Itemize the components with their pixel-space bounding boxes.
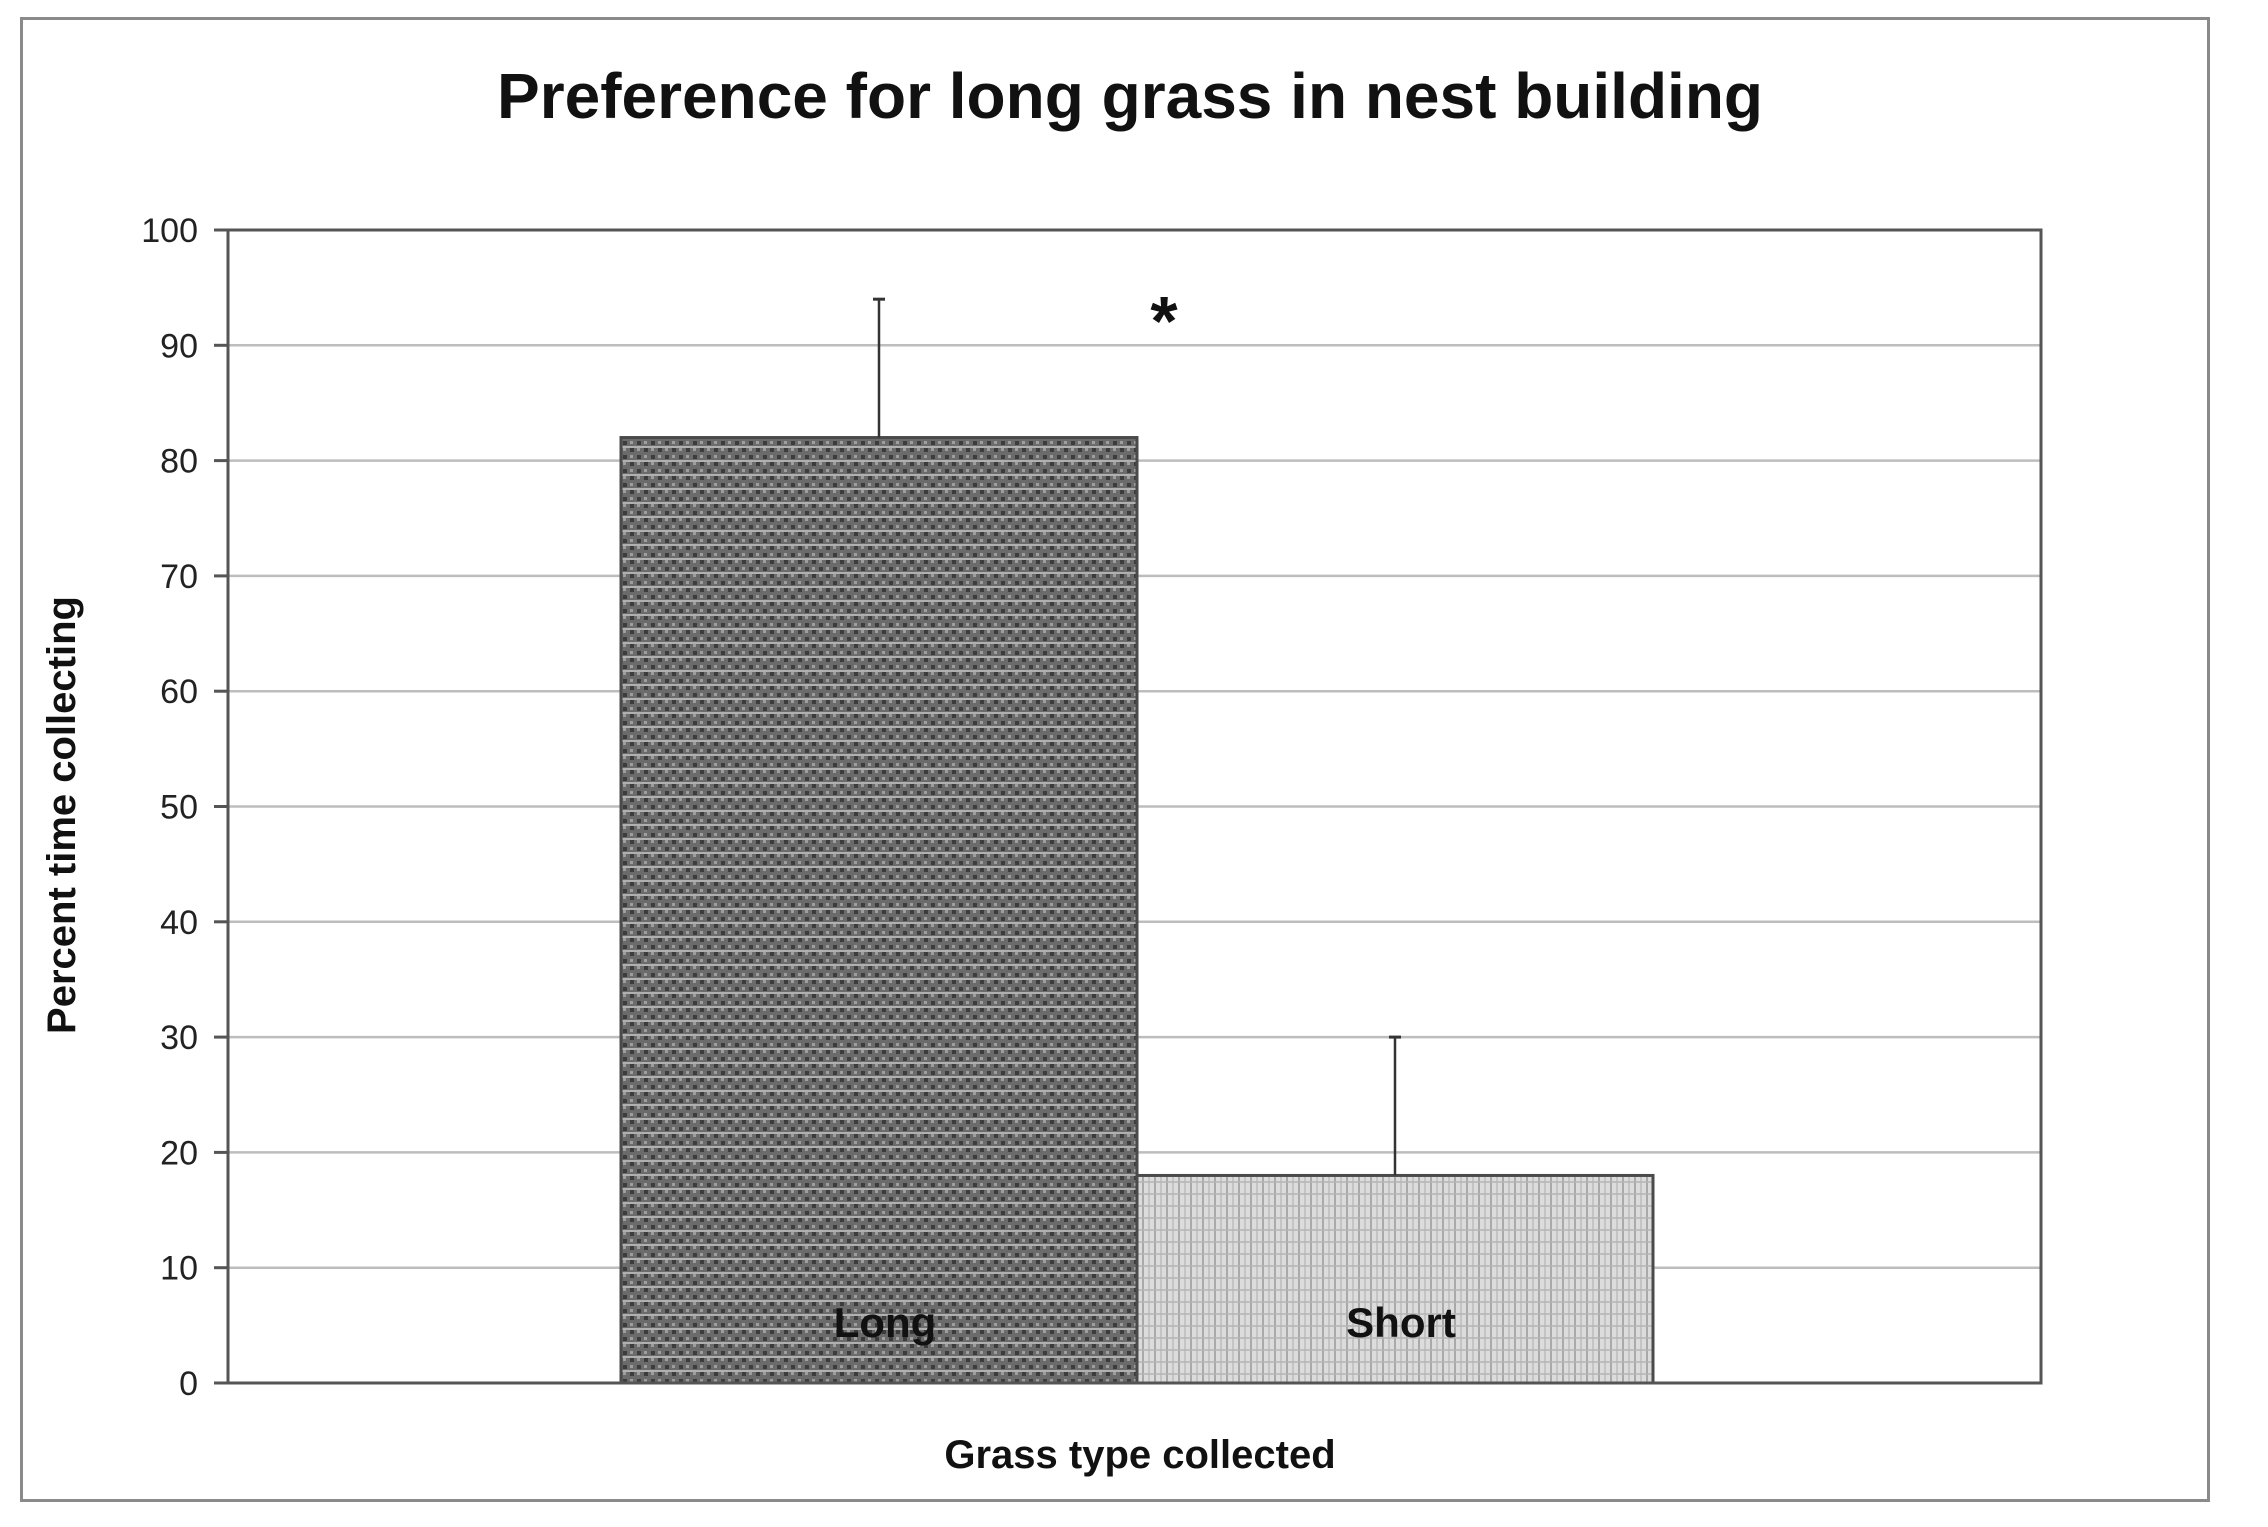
bars: Long Short <box>228 297 2041 1385</box>
bar-long <box>619 436 1139 1385</box>
bar-short <box>1135 1173 1655 1385</box>
category-label-short: Short <box>1346 1299 1456 1346</box>
category-label-long: Long <box>834 1299 937 1346</box>
y-tick-label: 30 <box>160 1019 198 1057</box>
y-axis-ticks: 0 10 20 30 40 50 60 70 80 90 100 <box>141 212 228 1403</box>
y-tick-label: 60 <box>160 673 198 711</box>
y-tick-label: 0 <box>179 1365 198 1403</box>
x-axis-label: Grass type collected <box>944 1433 1335 1477</box>
y-tick-label: 70 <box>160 558 198 596</box>
y-tick-label: 100 <box>141 212 198 250</box>
y-axis-label: Percent time collecting <box>40 596 84 1034</box>
y-tick-label: 80 <box>160 443 198 481</box>
y-tick-label: 40 <box>160 904 198 942</box>
y-tick-label: 20 <box>160 1134 198 1172</box>
y-tick-label: 50 <box>160 789 198 827</box>
significance-annotation: * <box>1150 282 1178 360</box>
chart-title: Preference for long grass in nest buildi… <box>497 60 1763 132</box>
y-tick-label: 10 <box>160 1250 198 1288</box>
y-tick-label: 90 <box>160 327 198 365</box>
